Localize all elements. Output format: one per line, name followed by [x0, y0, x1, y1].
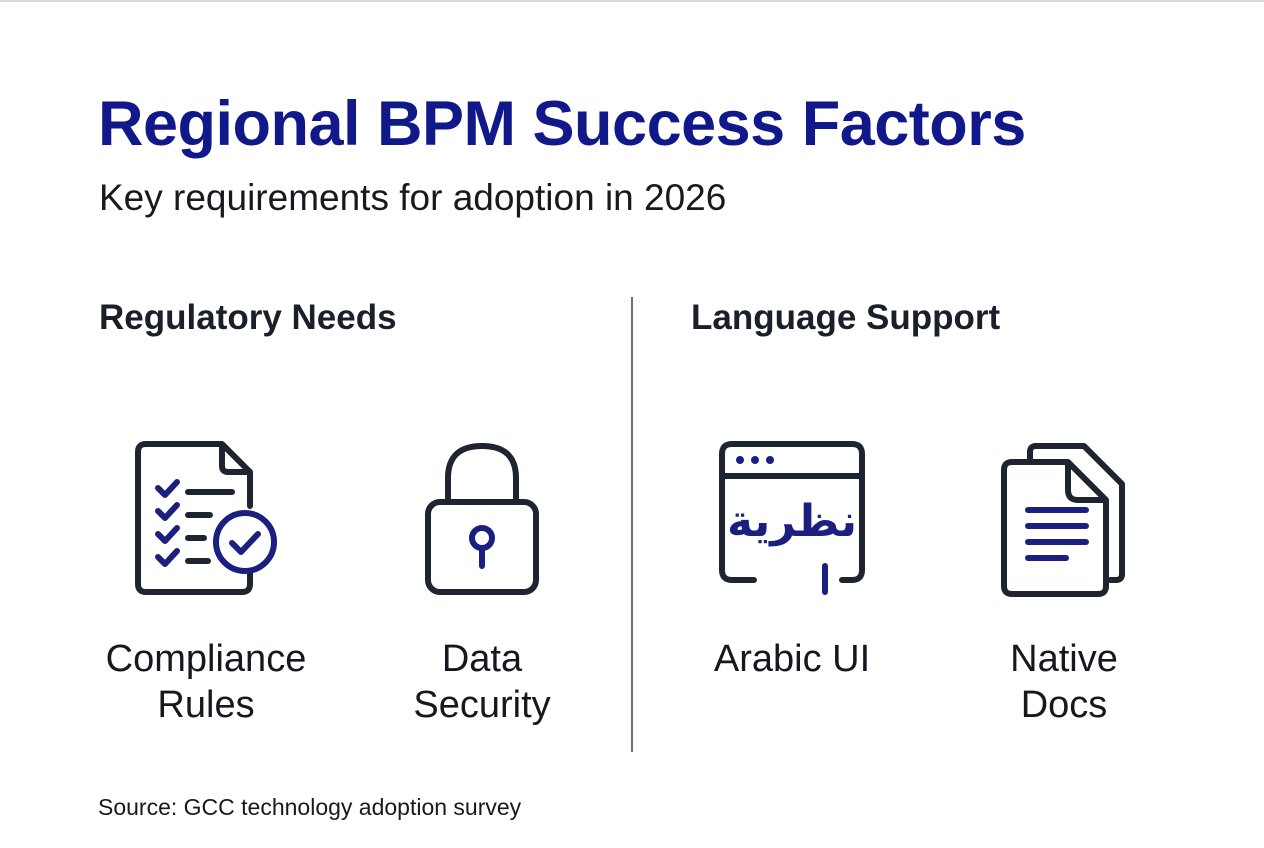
stacked-documents-icon	[1001, 443, 1125, 597]
page-subtitle: Key requirements for adoption in 2026	[99, 177, 727, 218]
checklist-document-icon	[135, 441, 277, 595]
item-label-native-docs: Native Docs	[1010, 638, 1118, 726]
column-divider	[631, 297, 633, 752]
source-caption: Source: GCC technology adoption survey	[98, 794, 522, 820]
section-heading-language-support: Language Support	[691, 298, 1001, 337]
page-title: Regional BPM Success Factors	[98, 89, 1026, 159]
arabic-sample-text: نظرية	[727, 496, 857, 547]
section-heading-regulatory-needs: Regulatory Needs	[99, 298, 397, 337]
browser-window-arabic-icon: نظرية	[719, 441, 865, 595]
item-label-data-security: Data Security	[413, 638, 551, 726]
item-label-arabic-ui: Arabic UI	[713, 638, 871, 680]
item-label-compliance-rules: Compliance Rules	[105, 638, 307, 726]
padlock-icon	[425, 442, 539, 595]
